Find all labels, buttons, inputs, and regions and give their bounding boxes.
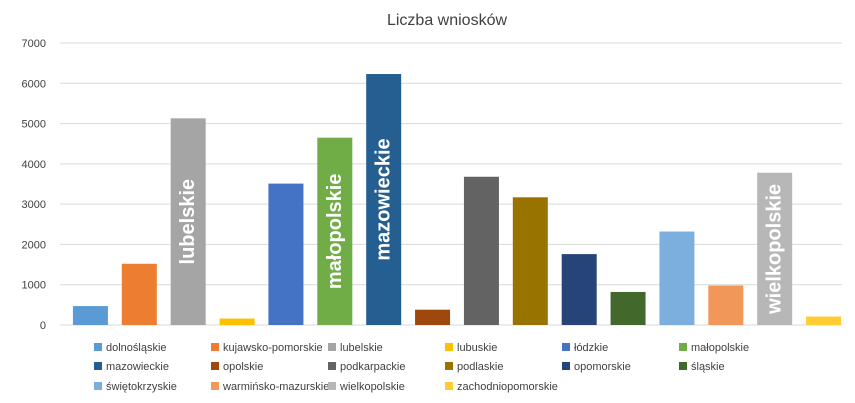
- legend-swatch: [211, 362, 219, 370]
- bar-data-labels: lubelskie małopolskie mazowieckie wielkopol…: [177, 138, 786, 315]
- legend-swatch: [445, 362, 453, 370]
- bar: [806, 316, 842, 325]
- bar-data-label: wielkopolskie: [764, 184, 786, 315]
- legend-label: małopolskie: [691, 342, 749, 354]
- y-tick-label: 1000: [22, 280, 46, 292]
- legend-label: kujawsko-pomorskie: [223, 342, 323, 354]
- bar: [317, 137, 353, 325]
- legend-swatch: [94, 343, 102, 351]
- legend-swatch: [328, 382, 336, 390]
- chart-title: Liczba wniosków: [387, 12, 508, 29]
- legend-label: lubuskie: [457, 342, 497, 354]
- legend-swatch: [211, 382, 219, 390]
- bar-data-label: małopolskie: [324, 174, 346, 290]
- legend-label: lubelskie: [340, 342, 383, 354]
- legend-label: świętokrzyskie: [106, 381, 177, 393]
- legend-swatch: [328, 362, 336, 370]
- y-tick-label: 7000: [22, 38, 46, 50]
- y-tick-label: 6000: [22, 78, 46, 90]
- bar-data-label: lubelskie: [177, 179, 199, 265]
- y-tick-label: 5000: [22, 119, 46, 131]
- legend-label: warmińsko-mazurskie: [222, 381, 329, 393]
- legend-swatch: [562, 343, 570, 351]
- bar: [219, 318, 255, 325]
- bar: [561, 254, 597, 325]
- bar: [415, 309, 451, 325]
- legend-label: zachodniopomorskie: [457, 381, 558, 393]
- legend-label: łódzkie: [574, 342, 608, 354]
- legend-swatch: [445, 382, 453, 390]
- y-tick-label: 3000: [22, 199, 46, 211]
- bar: [757, 172, 793, 325]
- bar: [610, 291, 646, 325]
- bar: [463, 176, 499, 325]
- bar: [659, 231, 695, 325]
- bar-data-label: mazowieckie: [373, 138, 395, 260]
- legend-label: wielkopolskie: [339, 381, 405, 393]
- bar: [512, 197, 548, 325]
- bar: [366, 74, 402, 326]
- legend-swatch: [328, 343, 336, 351]
- bars: [72, 74, 842, 326]
- legend-swatch: [679, 362, 687, 370]
- bar: [121, 263, 157, 325]
- legend-swatch: [94, 362, 102, 370]
- y-axis-tick-labels: 0 1000 2000 3000 4000 5000 6000 7000: [22, 38, 46, 332]
- legend: dolnośląskie kujawsko-pomorskie lubelskie l…: [94, 342, 749, 393]
- legend-label: opomorskie: [574, 361, 631, 373]
- legend-swatch: [562, 362, 570, 370]
- legend-label: mazowieckie: [106, 361, 169, 373]
- legend-swatch: [679, 343, 687, 351]
- legend-swatch: [445, 343, 453, 351]
- bar: [72, 306, 108, 325]
- y-tick-label: 4000: [22, 159, 46, 171]
- legend-label: dolnośląskie: [106, 342, 167, 354]
- legend-label: śląskie: [691, 361, 725, 373]
- bar: [268, 183, 304, 325]
- legend-label: podlaskie: [457, 361, 503, 373]
- legend-label: opolskie: [223, 361, 263, 373]
- bar: [708, 285, 744, 325]
- bar: [170, 118, 206, 325]
- legend-label: podkarpackie: [340, 361, 405, 373]
- legend-swatch: [94, 382, 102, 390]
- y-tick-label: 0: [40, 320, 46, 332]
- y-tick-label: 2000: [22, 239, 46, 251]
- legend-swatch: [211, 343, 219, 351]
